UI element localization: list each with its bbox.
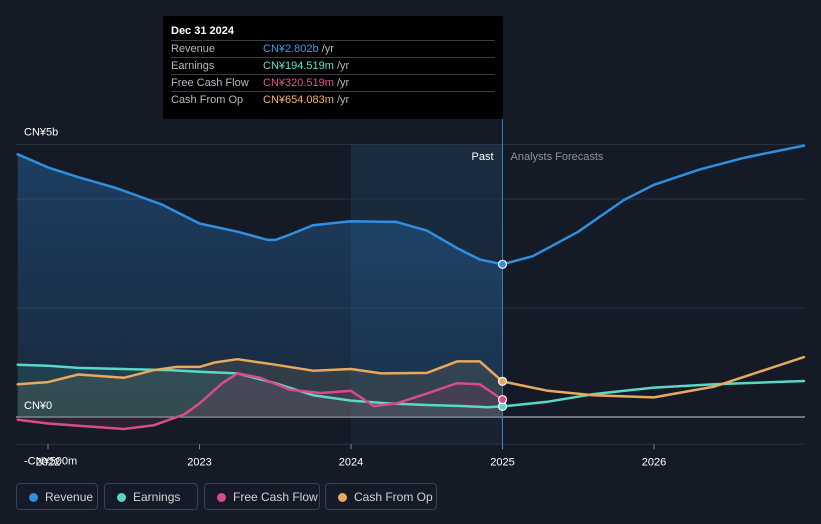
legend-dot-icon — [29, 493, 38, 502]
legend-label: Revenue — [45, 490, 94, 504]
free-cash-flow-line — [16, 372, 504, 431]
tooltip-row-revenue: Revenue CN¥2.802b /yr — [171, 40, 495, 58]
y-tick-label: -CN¥500m — [24, 455, 77, 467]
x-tick-label: 2024 — [339, 456, 363, 468]
legend-item-earnings[interactable]: Earnings — [104, 483, 198, 510]
y-tick-label: CN¥0 — [24, 400, 52, 412]
forecast-label: Analysts Forecasts — [511, 151, 604, 163]
tooltip-date: Dec 31 2024 — [171, 25, 234, 37]
legend-dot-icon — [117, 493, 126, 502]
x-tick-label: 2022 — [36, 456, 60, 468]
legend-label: Cash From Op — [354, 490, 433, 504]
tooltip-value: CN¥654.083m /yr — [263, 92, 349, 109]
revenue-line — [16, 144, 806, 266]
cash-from-op-marker — [497, 376, 508, 386]
tooltip-label: Earnings — [171, 60, 215, 72]
tooltip-row-earnings: Earnings CN¥194.519m /yr — [171, 57, 495, 75]
y-tick-label: CN¥5b — [24, 127, 58, 139]
tooltip-value-number: CN¥2.802b — [263, 43, 319, 55]
tooltip: Dec 31 2024 Revenue CN¥2.802b /yr Earnin… — [163, 16, 503, 119]
tooltip-row-free-cash-flow: Free Cash Flow CN¥320.519m /yr — [171, 74, 495, 92]
free-cash-flow-marker — [497, 394, 508, 405]
tooltip-label: Free Cash Flow — [171, 77, 249, 89]
tooltip-value-number: CN¥320.519m — [263, 77, 334, 89]
tooltip-label: Revenue — [171, 43, 216, 55]
past-label: Past — [471, 151, 493, 163]
legend-dot-icon — [217, 493, 226, 502]
tooltip-row-cash-from-op: Cash From Op CN¥654.083m /yr — [171, 91, 495, 109]
tooltip-value-number: CN¥194.519m — [263, 60, 334, 72]
legend-item-cash-from-op[interactable]: Cash From Op — [325, 483, 437, 510]
x-tick-label: 2026 — [642, 456, 666, 468]
tooltip-unit: /yr — [318, 43, 334, 55]
legend-dot-icon — [338, 493, 347, 502]
tooltip-value-number: CN¥654.083m — [263, 94, 334, 106]
tooltip-unit: /yr — [333, 77, 350, 89]
tooltip-value: CN¥194.519m /yr — [263, 58, 349, 75]
tooltip-value: CN¥320.519m /yr — [263, 75, 349, 92]
legend-item-revenue[interactable]: Revenue — [16, 483, 98, 510]
tooltip-unit: /yr — [333, 60, 350, 72]
x-tick-label: 2023 — [187, 456, 211, 468]
free-cash-flow-area — [17, 373, 503, 429]
revenue-marker — [497, 259, 508, 269]
revenue-area — [17, 154, 503, 418]
tooltip-label: Cash From Op — [171, 94, 244, 106]
legend-label: Earnings — [133, 490, 181, 504]
cash-from-op-line — [16, 355, 806, 399]
legend-label: Free Cash Flow — [233, 490, 318, 504]
tooltip-value: CN¥2.802b /yr — [263, 41, 334, 58]
legend-item-free-cash-flow[interactable]: Free Cash Flow — [204, 483, 320, 510]
tooltip-unit: /yr — [333, 94, 350, 106]
x-tick-label: 2025 — [490, 456, 514, 468]
